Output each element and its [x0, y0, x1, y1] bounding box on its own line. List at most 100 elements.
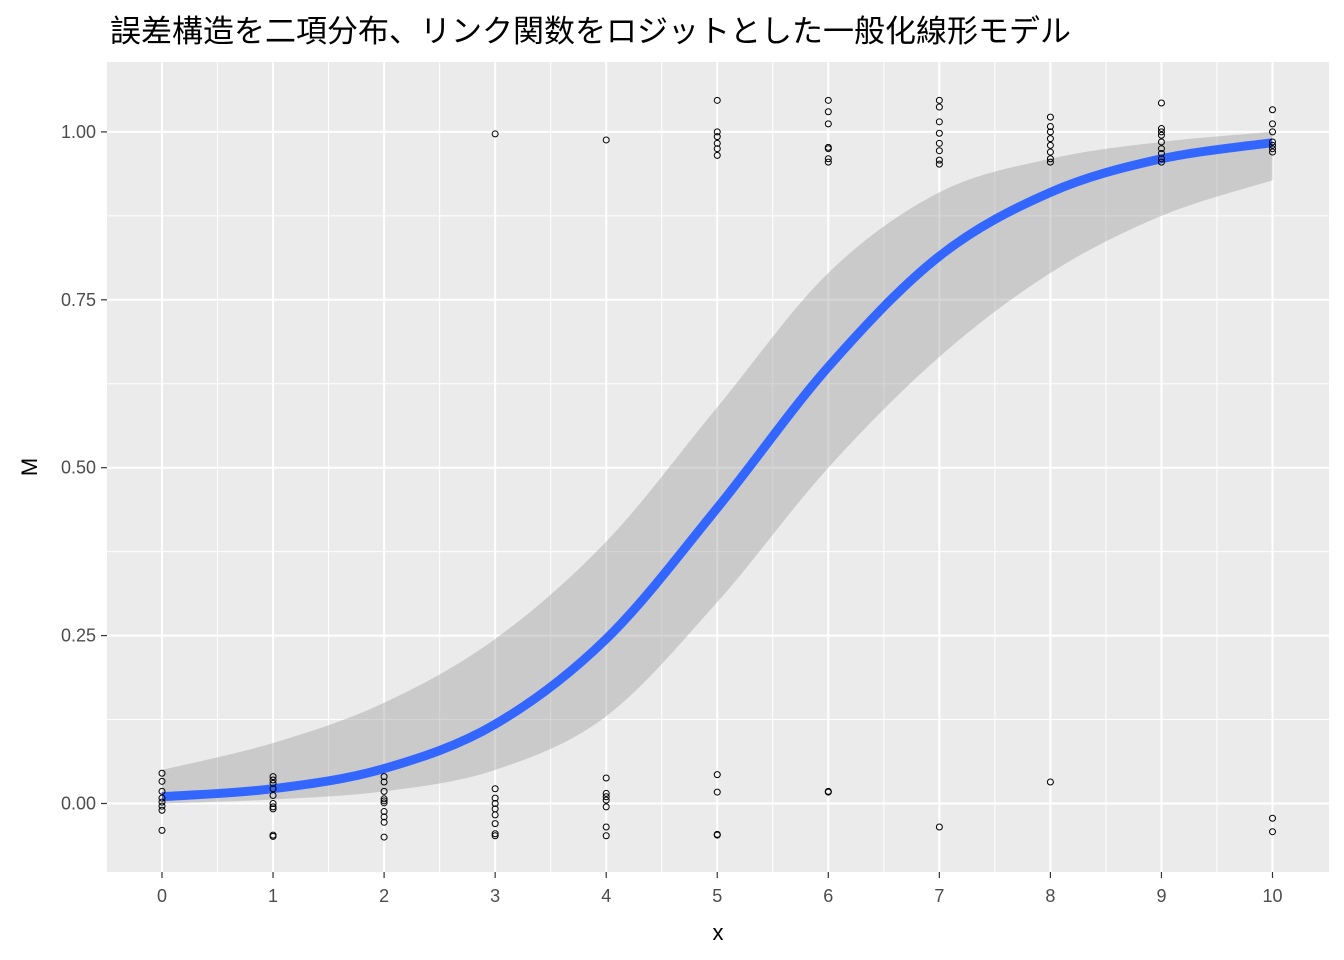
x-tick-label: 1: [268, 886, 278, 906]
data-point: [713, 139, 721, 147]
data-point: [1269, 814, 1276, 822]
data-point: [713, 788, 721, 796]
data-points: [158, 96, 1276, 841]
x-axis-ticks: 0 1 2 3 4 5 6 7 8 9 10: [157, 872, 1283, 906]
fit-line: [161, 138, 1274, 802]
data-point: [158, 806, 166, 814]
data-point: [824, 108, 832, 116]
data-point: [491, 820, 499, 828]
data-point: [269, 791, 277, 799]
data-point: [1157, 145, 1165, 153]
data-point: [269, 773, 277, 781]
data-point: [158, 787, 166, 795]
data-point: [269, 779, 277, 787]
x-axis-title: x: [713, 920, 724, 945]
data-point: [1046, 155, 1054, 163]
x-tick-label: 8: [1045, 886, 1055, 906]
data-point: [935, 147, 943, 155]
data-point: [1157, 125, 1165, 133]
data-point: [1269, 128, 1276, 136]
data-point: [602, 789, 610, 797]
data-point: [824, 158, 832, 166]
data-point: [269, 785, 277, 793]
data-point: [713, 831, 721, 839]
data-point: [602, 796, 610, 804]
data-point: [935, 823, 943, 831]
data-point: [1046, 778, 1054, 786]
data-point: [158, 798, 166, 806]
data-point: [935, 118, 943, 126]
data-point: [158, 826, 166, 834]
x-tick-label: 5: [712, 886, 722, 906]
data-point: [491, 800, 499, 807]
data-point: [380, 833, 388, 841]
data-point: [1046, 113, 1054, 121]
data-point: [1269, 120, 1276, 128]
data-point: [935, 156, 943, 164]
data-point: [602, 136, 610, 144]
data-point: [1157, 138, 1165, 146]
data-point: [491, 130, 499, 138]
data-point: [935, 129, 943, 137]
chart-title: 誤差構造を二項分布、リンク関数をロジットとした一般化線形モデル: [110, 14, 1071, 50]
data-point: [1157, 128, 1165, 136]
data-point: [602, 823, 610, 831]
data-point: [380, 808, 388, 816]
data-point: [269, 803, 277, 811]
data-point: [602, 793, 610, 801]
grid-major: [107, 62, 1329, 872]
data-point: [1046, 128, 1054, 136]
data-point: [602, 774, 610, 782]
data-point: [1157, 158, 1165, 166]
y-tick-label: 0.25: [61, 626, 96, 646]
y-tick-label: 0.75: [61, 290, 96, 310]
data-point: [824, 96, 832, 104]
data-point: [935, 96, 943, 104]
data-point: [158, 769, 166, 777]
x-tick-label: 3: [490, 886, 500, 906]
data-point: [1157, 99, 1165, 107]
x-tick-label: 9: [1156, 886, 1166, 906]
data-point: [1046, 148, 1054, 156]
data-point: [491, 832, 499, 840]
data-point: [1157, 149, 1165, 157]
data-point: [1269, 148, 1276, 156]
x-tick-label: 7: [934, 886, 944, 906]
data-point: [824, 120, 832, 128]
data-point: [380, 799, 388, 807]
x-tick-label: 6: [823, 886, 833, 906]
data-point: [269, 832, 277, 840]
y-tick-label: 0.50: [61, 458, 96, 478]
data-point: [602, 803, 610, 811]
data-point: [491, 830, 499, 838]
data-point: [158, 802, 166, 810]
x-tick-label: 4: [601, 886, 611, 906]
data-point: [1046, 158, 1054, 166]
data-point: [269, 776, 277, 784]
data-point: [713, 145, 721, 153]
data-point: [713, 133, 721, 141]
y-axis-title: M: [17, 458, 42, 476]
confidence-band: [162, 131, 1273, 804]
data-point: [935, 160, 943, 168]
x-tick-label: 2: [379, 886, 389, 906]
data-point: [380, 787, 388, 795]
data-point: [824, 145, 832, 153]
data-point: [1157, 131, 1165, 139]
data-point: [491, 794, 499, 802]
data-point: [1046, 141, 1054, 149]
data-point: [158, 794, 166, 802]
data-point: [935, 139, 943, 147]
data-point: [713, 771, 721, 779]
data-point: [1269, 106, 1276, 114]
data-point: [380, 797, 388, 805]
data-point: [1157, 155, 1165, 163]
data-point: [1046, 123, 1054, 131]
data-point: [824, 155, 832, 163]
data-point: [269, 805, 277, 813]
data-point: [935, 103, 943, 111]
data-point: [380, 813, 388, 821]
y-tick-label: 0.00: [61, 794, 96, 814]
data-point: [824, 788, 832, 796]
